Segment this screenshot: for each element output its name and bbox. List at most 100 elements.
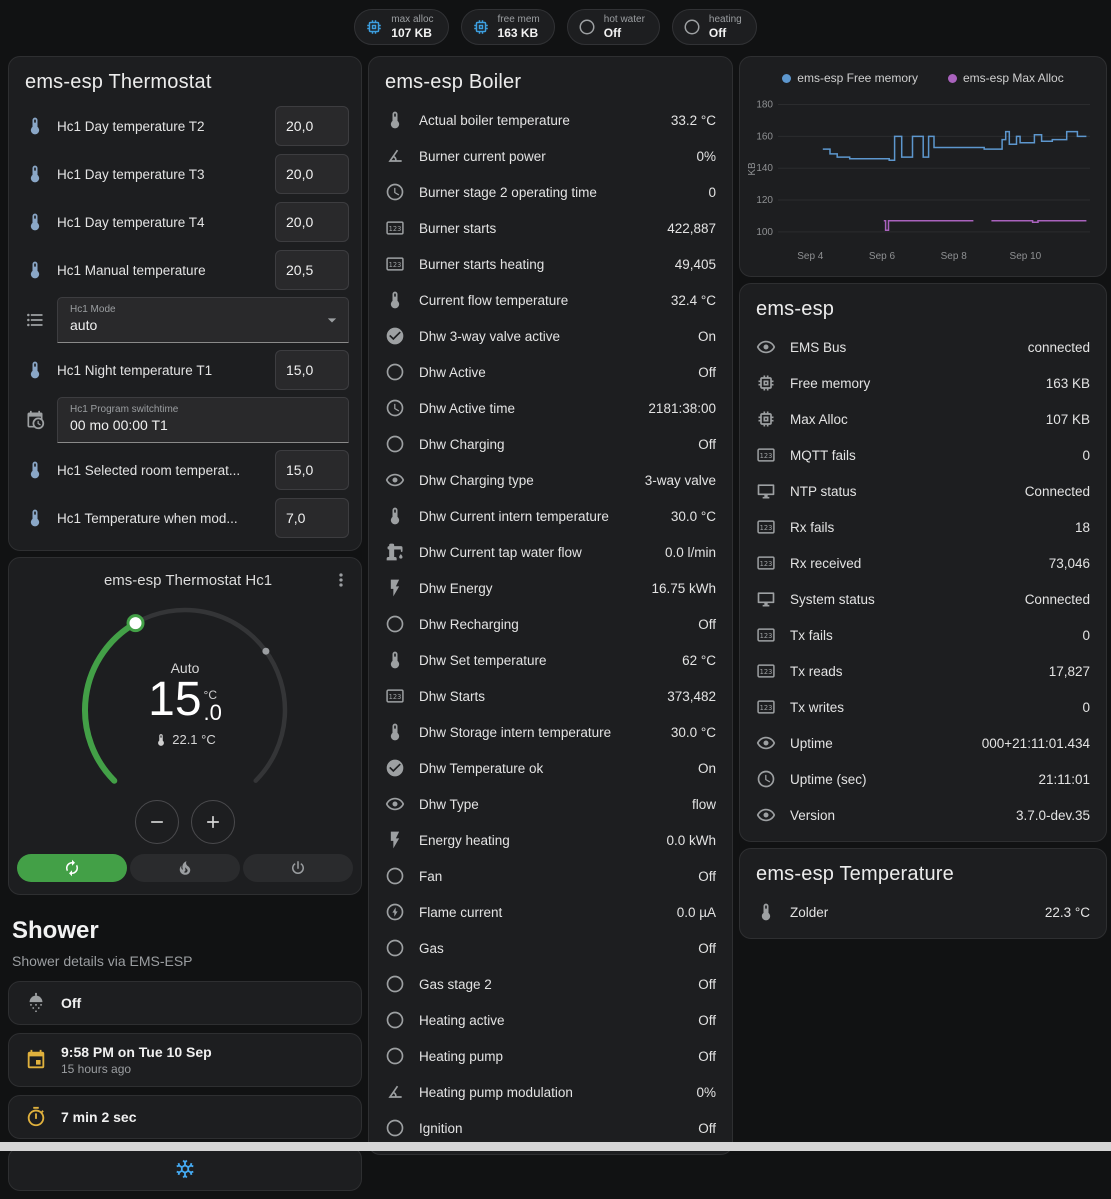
entity-row-tx-fails[interactable]: 123 Tx fails 0 xyxy=(740,617,1106,653)
legend-item-ems-esp-max-alloc[interactable]: ems-esp Max Alloc xyxy=(948,71,1064,85)
hvac-mode-fire-button[interactable] xyxy=(130,854,240,882)
badge-heating[interactable]: heating Off xyxy=(671,9,757,45)
entity-row-dhw-3-way-valve-active[interactable]: Dhw 3-way valve active On xyxy=(369,318,732,354)
entity-label: Dhw Starts xyxy=(419,688,486,704)
entity-row-dhw-type[interactable]: Dhw Type flow xyxy=(369,786,732,822)
current-temperature: 22.1 °C xyxy=(69,732,301,747)
left-column: ems-esp Thermostat Hc1 Day temperature T… xyxy=(8,56,362,1199)
thermostat-dial-center: Auto 15 °C .0 22.1 °C xyxy=(69,660,301,747)
entity-row-uptime-sec[interactable]: Uptime (sec) 21:11:01 xyxy=(740,761,1106,797)
shower-card-7-min-2-sec[interactable]: 7 min 2 sec xyxy=(8,1095,362,1139)
entity-value: Off xyxy=(698,1012,716,1028)
entity-row-dhw-storage-intern-temperature[interactable]: Dhw Storage intern temperature 30.0 °C xyxy=(369,714,732,750)
entity-row-tx-reads[interactable]: 123 Tx reads 17,827 xyxy=(740,653,1106,689)
number-input-hc1-day-temperature-t2[interactable]: 20,0 xyxy=(275,106,349,146)
entity-row-heating-pump[interactable]: Heating pump Off xyxy=(369,1038,732,1074)
number-input-hc1-selected-room-temperat[interactable]: 15,0 xyxy=(275,450,349,490)
entity-value: 22.3 °C xyxy=(1044,904,1090,920)
entity-row-free-memory[interactable]: Free memory 163 KB xyxy=(740,365,1106,401)
thermostat-dial[interactable]: Auto 15 °C .0 22.1 °C xyxy=(69,594,301,846)
number-input-hc1-night-temperature-t1[interactable]: 15,0 xyxy=(275,350,349,390)
entity-row-dhw-current-tap-water-flow[interactable]: Dhw Current tap water flow 0.0 l/min xyxy=(369,534,732,570)
entity-row-ignition[interactable]: Ignition Off xyxy=(369,1110,732,1146)
entity-label: Gas stage 2 xyxy=(419,976,492,992)
memory-chart[interactable]: 100 120 140 160 180 Sep 4 Sep 6 Sep 8 Sep 10 KB xyxy=(746,87,1098,265)
more-options-button[interactable] xyxy=(323,570,351,590)
legend-item-ems-esp-free-memory[interactable]: ems-esp Free memory xyxy=(782,71,918,85)
entity-row-dhw-starts[interactable]: 123 Dhw Starts 373,482 xyxy=(369,678,732,714)
entity-row-heating-pump-modulation[interactable]: Heating pump modulation 0% xyxy=(369,1074,732,1110)
entity-row-rx-received[interactable]: 123 Rx received 73,046 xyxy=(740,545,1106,581)
number-input-hc1-manual-temperature[interactable]: 20,5 xyxy=(275,250,349,290)
entity-row-dhw-recharging[interactable]: Dhw Recharging Off xyxy=(369,606,732,642)
entity-row-current-flow-temperature[interactable]: Current flow temperature 32.4 °C xyxy=(369,282,732,318)
entity-label: Hc1 Night temperature T1 xyxy=(57,362,213,378)
entity-row-version[interactable]: Version 3.7.0-dev.35 xyxy=(740,797,1106,833)
entity-row-uptime[interactable]: Uptime 000+21:11:01.434 xyxy=(740,725,1106,761)
badge-free-mem[interactable]: free mem 163 KB xyxy=(460,9,555,45)
entity-row-flame-current[interactable]: Flame current 0.0 µA xyxy=(369,894,732,930)
entity-row-tx-writes[interactable]: 123 Tx writes 0 xyxy=(740,689,1106,725)
badge-max-alloc[interactable]: max alloc 107 KB xyxy=(354,9,449,45)
entity-row-actual-boiler-temperature[interactable]: Actual boiler temperature 33.2 °C xyxy=(369,102,732,138)
entity-row-dhw-active-time[interactable]: Dhw Active time 2181:38:00 xyxy=(369,390,732,426)
entity-label: Gas xyxy=(419,940,444,956)
shower-card-9-58-pm-on-tue-10-sep[interactable]: 9:58 PM on Tue 10 Sep 15 hours ago xyxy=(8,1033,362,1087)
hvac-mode-row xyxy=(9,846,361,894)
entity-row-ems-bus[interactable]: EMS Bus connected xyxy=(740,329,1106,365)
number-input-hc1-day-temperature-t4[interactable]: 20,0 xyxy=(275,202,349,242)
entity-row-zolder[interactable]: Zolder 22.3 °C xyxy=(740,894,1106,930)
hvac-mode-power-button[interactable] xyxy=(243,854,353,882)
entity-row-dhw-charging-type[interactable]: Dhw Charging type 3-way valve xyxy=(369,462,732,498)
entity-row-ntp-status[interactable]: NTP status Connected xyxy=(740,473,1106,509)
badge-hot-water[interactable]: hot water Off xyxy=(566,9,660,45)
entity-row-rx-fails[interactable]: 123 Rx fails 18 xyxy=(740,509,1106,545)
number-input-hc1-day-temperature-t3[interactable]: 20,0 xyxy=(275,154,349,194)
entity-row-gas-stage-2[interactable]: Gas stage 2 Off xyxy=(369,966,732,1002)
temperature-card: ems-esp Temperature Zolder 22.3 °C xyxy=(739,848,1107,939)
entity-row-dhw-energy[interactable]: Dhw Energy 16.75 kWh xyxy=(369,570,732,606)
target-temperature-decimal: .0 xyxy=(203,700,222,725)
counter-icon: 123 xyxy=(385,254,405,274)
temperature-increase-button[interactable] xyxy=(191,800,235,844)
water-pump-icon xyxy=(385,542,405,562)
thermometer-icon xyxy=(385,290,405,310)
entity-row-burner-starts[interactable]: 123 Burner starts 422,887 xyxy=(369,210,732,246)
entity-row-dhw-temperature-ok[interactable]: Dhw Temperature ok On xyxy=(369,750,732,786)
text-input-hc1-program-switchtime[interactable]: Hc1 Program switchtime 00 mo 00:00 T1 xyxy=(57,397,349,443)
entity-label: NTP status xyxy=(790,483,857,499)
circle-icon xyxy=(385,866,405,886)
shower-card-snowflake[interactable] xyxy=(8,1147,362,1191)
entity-row-dhw-charging[interactable]: Dhw Charging Off xyxy=(369,426,732,462)
entity-row-max-alloc[interactable]: Max Alloc 107 KB xyxy=(740,401,1106,437)
card-title-thermostat: ems-esp Thermostat xyxy=(25,71,212,93)
entity-row-mqtt-fails[interactable]: 123 MQTT fails 0 xyxy=(740,437,1106,473)
entity-row-burner-starts-heating[interactable]: 123 Burner starts heating 49,405 xyxy=(369,246,732,282)
entity-row-burner-current-power[interactable]: Burner current power 0% xyxy=(369,138,732,174)
entity-row-heating-active[interactable]: Heating active Off xyxy=(369,1002,732,1038)
entity-row-burner-stage-2-operating-time[interactable]: Burner stage 2 operating time 0 xyxy=(369,174,732,210)
entity-label: MQTT fails xyxy=(790,447,856,463)
entity-label: Dhw Current intern temperature xyxy=(419,508,609,524)
entity-value: Off xyxy=(698,976,716,992)
hvac-mode-autorenew-button[interactable] xyxy=(17,854,127,882)
entity-row-energy-heating[interactable]: Energy heating 0.0 kWh xyxy=(369,822,732,858)
circle-icon xyxy=(385,1046,405,1066)
entity-label: Tx reads xyxy=(790,663,843,679)
shower-card-off[interactable]: Off xyxy=(8,981,362,1025)
circle-icon xyxy=(385,974,405,994)
bottom-strip xyxy=(0,1142,1111,1151)
entity-row-gas[interactable]: Gas Off xyxy=(369,930,732,966)
entity-row-dhw-active[interactable]: Dhw Active Off xyxy=(369,354,732,390)
thermometer-icon xyxy=(25,460,45,480)
select-input-hc1-mode[interactable]: Hc1 Mode auto xyxy=(57,297,349,343)
entity-row-dhw-set-temperature[interactable]: Dhw Set temperature 62 °C xyxy=(369,642,732,678)
temperature-decrease-button[interactable] xyxy=(135,800,179,844)
entity-row-dhw-current-intern-temperature[interactable]: Dhw Current intern temperature 30.0 °C xyxy=(369,498,732,534)
shower-card-primary: Off xyxy=(61,995,82,1011)
entity-value: 0% xyxy=(696,148,716,164)
entity-row-fan[interactable]: Fan Off xyxy=(369,858,732,894)
counter-icon: 123 xyxy=(756,625,776,645)
entity-row-system-status[interactable]: System status Connected xyxy=(740,581,1106,617)
number-input-hc1-temperature-when-mod[interactable]: 7,0 xyxy=(275,498,349,538)
